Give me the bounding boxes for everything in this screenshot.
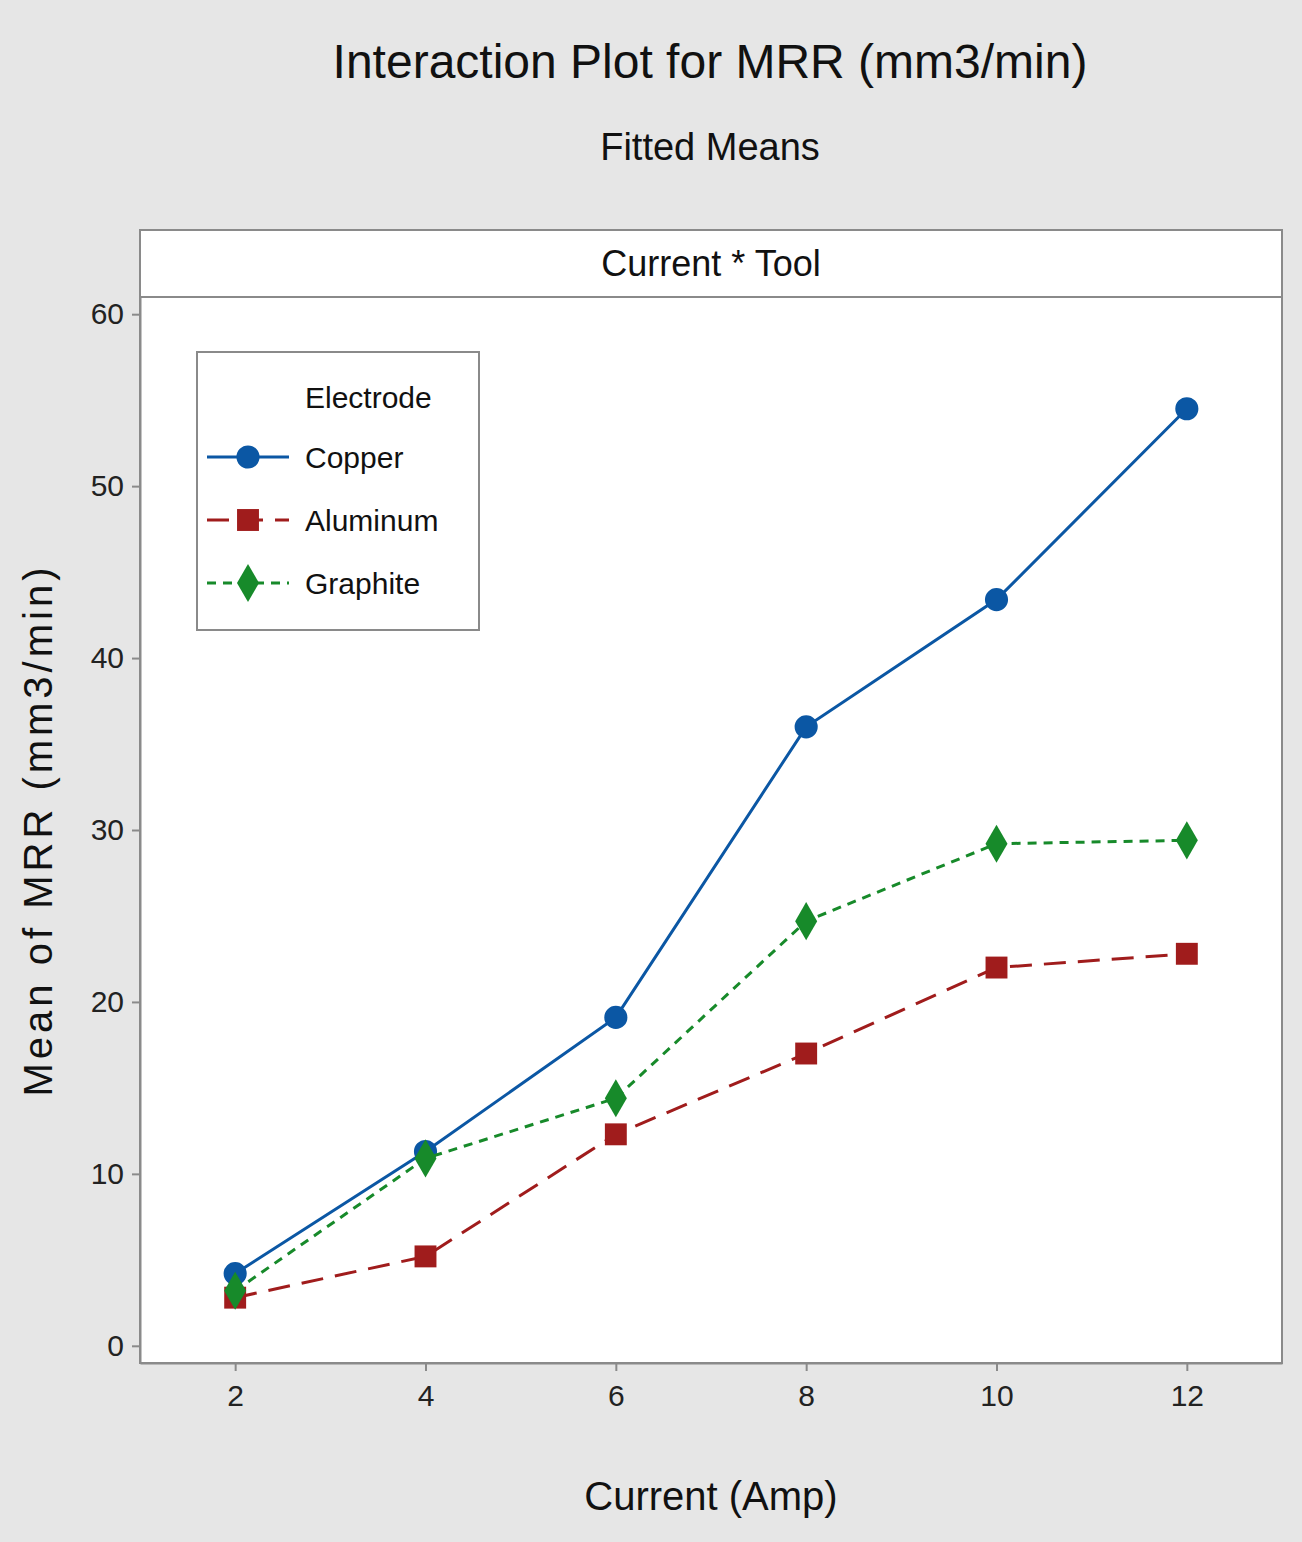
y-tick-mark bbox=[132, 830, 140, 832]
x-tick: 10 bbox=[980, 1363, 1013, 1412]
y-tick: 0 bbox=[107, 1329, 140, 1362]
panel-title: Current * Tool bbox=[601, 243, 820, 284]
y-tick: 20 bbox=[91, 985, 140, 1018]
series-marker bbox=[795, 1043, 817, 1065]
x-axis-line bbox=[141, 1363, 1283, 1365]
series-marker bbox=[415, 1245, 437, 1267]
legend-label: Graphite bbox=[305, 567, 420, 600]
x-tick-mark bbox=[425, 1363, 427, 1371]
y-tick-label: 0 bbox=[107, 1329, 124, 1362]
y-tick-label: 60 bbox=[91, 297, 124, 330]
y-tick-mark bbox=[132, 1173, 140, 1175]
series-line bbox=[235, 840, 1187, 1290]
y-tick: 30 bbox=[91, 813, 140, 846]
plot-frame bbox=[140, 297, 1282, 1363]
title: Interaction Plot for MRR (mm3/min) bbox=[333, 35, 1088, 88]
series-marker bbox=[414, 1139, 436, 1177]
x-tick-label: 2 bbox=[227, 1379, 244, 1412]
y-tick: 50 bbox=[91, 469, 140, 502]
y-tick-mark bbox=[132, 314, 140, 316]
y-axis: 0 10 20 30 40 50 60 bbox=[91, 297, 141, 1363]
x-tick: 6 bbox=[608, 1363, 625, 1412]
x-tick: 4 bbox=[418, 1363, 435, 1412]
legend-marker bbox=[237, 564, 259, 602]
x-axis: 2 4 6 8 10 12 bbox=[141, 1363, 1283, 1412]
series-line bbox=[235, 954, 1187, 1298]
panel-strip bbox=[140, 230, 1282, 297]
y-tick: 10 bbox=[91, 1157, 140, 1190]
series-marker bbox=[795, 902, 817, 940]
legend-label: Aluminum bbox=[305, 504, 438, 537]
y-axis-title: Mean of MRR (mm3/min) bbox=[16, 564, 60, 1097]
x-tick: 2 bbox=[227, 1363, 244, 1412]
legend-title: Electrode bbox=[305, 381, 432, 414]
legend-label: Copper bbox=[305, 441, 403, 474]
y-tick-mark bbox=[132, 1001, 140, 1003]
x-axis-title: Current (Amp) bbox=[584, 1474, 837, 1518]
x-tick-mark bbox=[615, 1363, 617, 1371]
x-tick-label: 12 bbox=[1171, 1379, 1204, 1412]
series-marker bbox=[604, 1006, 627, 1029]
legend-marker bbox=[237, 509, 259, 531]
series-marker bbox=[795, 715, 818, 738]
x-tick-label: 6 bbox=[608, 1379, 625, 1412]
x-tick-mark bbox=[806, 1363, 808, 1371]
legend-entry: Graphite bbox=[207, 564, 420, 602]
background bbox=[0, 0, 1302, 1542]
x-tick: 12 bbox=[1171, 1363, 1204, 1412]
series-marker bbox=[986, 957, 1008, 979]
y-tick-label: 20 bbox=[91, 985, 124, 1018]
x-tick-label: 10 bbox=[980, 1379, 1013, 1412]
subtitle: Fitted Means bbox=[600, 126, 820, 168]
series-marker bbox=[985, 588, 1008, 611]
legend-entry: Aluminum bbox=[207, 504, 438, 537]
series-marker bbox=[1176, 943, 1198, 965]
series-marker bbox=[224, 1272, 246, 1310]
x-tick: 8 bbox=[798, 1363, 815, 1412]
x-tick-mark bbox=[235, 1363, 237, 1371]
y-tick-mark bbox=[132, 658, 140, 660]
y-tick-label: 40 bbox=[91, 641, 124, 674]
y-tick-mark bbox=[132, 1345, 140, 1347]
y-tick: 60 bbox=[91, 297, 140, 330]
y-tick-label: 50 bbox=[91, 469, 124, 502]
series-marker bbox=[1176, 821, 1198, 859]
y-tick-label: 30 bbox=[91, 813, 124, 846]
y-tick: 40 bbox=[91, 641, 140, 674]
series-marker bbox=[605, 1079, 627, 1117]
chart: Interaction Plot for MRR (mm3/min) Fitted… bbox=[0, 0, 1302, 1542]
x-tick-label: 4 bbox=[418, 1379, 435, 1412]
y-tick-mark bbox=[132, 486, 140, 488]
legend-entry: Copper bbox=[207, 441, 403, 474]
legend: Electrode Copper Aluminum Graphite bbox=[197, 352, 479, 630]
legend-box bbox=[197, 352, 479, 630]
x-tick-label: 8 bbox=[798, 1379, 815, 1412]
series-marker bbox=[985, 825, 1007, 863]
x-tick-mark bbox=[1186, 1363, 1188, 1371]
series-marker bbox=[1175, 397, 1198, 420]
y-tick-label: 10 bbox=[91, 1157, 124, 1190]
legend-marker bbox=[236, 445, 259, 468]
plot-area bbox=[224, 397, 1199, 1310]
series-marker bbox=[605, 1123, 627, 1145]
x-tick-mark bbox=[996, 1363, 998, 1371]
